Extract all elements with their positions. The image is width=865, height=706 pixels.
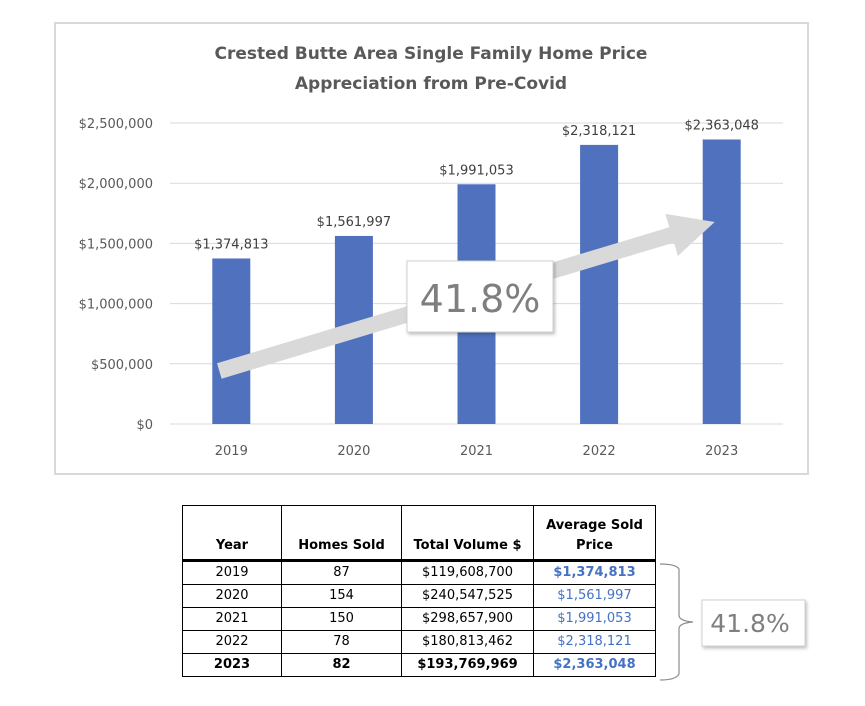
- x-axis-ticks: 2019 2020 2021 2022 2023: [215, 444, 738, 459]
- header-average-sold-price: Average Sold Price: [533, 505, 656, 562]
- header-average-line-1: Average Sold: [546, 518, 643, 533]
- x-tick-label: 2019: [215, 444, 248, 459]
- table-row: 2023 82 $193,769,969 $2,363,048: [182, 653, 656, 677]
- data-label-2022: $2,318,121: [562, 124, 636, 139]
- cell-homes-sold: 154: [281, 584, 402, 608]
- header-total-volume: Total Volume $: [401, 505, 534, 562]
- data-labels: $1,374,813 $1,561,997 $1,991,053 $2,318,121…: [194, 118, 759, 252]
- cell-total-volume: $119,608,700: [401, 560, 534, 585]
- chart-title-line-1: Crested Butte Area Single Family Home Pr…: [215, 44, 648, 64]
- cell-homes-sold: 78: [281, 630, 402, 654]
- chart-callout: 41.8%: [406, 260, 554, 333]
- data-label-2021: $1,991,053: [439, 163, 513, 178]
- x-tick-label: 2021: [460, 444, 493, 459]
- y-tick-label: $1,000,000: [79, 298, 153, 313]
- table-header-row: Year Homes Sold Total Volume $ Average S…: [182, 505, 656, 562]
- cell-year: 2020: [182, 584, 282, 608]
- x-tick-label: 2022: [583, 444, 616, 459]
- cell-avg-price: $1,374,813: [533, 560, 656, 585]
- y-tick-label: $500,000: [91, 358, 153, 373]
- bar-2023: [702, 139, 741, 424]
- table-row: 2022 78 $180,813,462 $2,318,121: [182, 630, 656, 654]
- header-year: Year: [182, 505, 282, 562]
- summary-table: Year Homes Sold Total Volume $ Average S…: [182, 505, 656, 677]
- cell-avg-price: $1,991,053: [533, 607, 656, 631]
- cell-year: 2021: [182, 607, 282, 631]
- cell-total-volume: $240,547,525: [401, 584, 534, 608]
- x-tick-label: 2020: [337, 444, 370, 459]
- data-label-2020: $1,561,997: [317, 215, 391, 230]
- cell-avg-price: $2,363,048: [533, 653, 656, 677]
- cell-total-volume: $193,769,969: [401, 653, 534, 677]
- bar-2022: [580, 144, 619, 424]
- cell-year: 2022: [182, 630, 282, 654]
- header-homes-sold: Homes Sold: [281, 505, 402, 562]
- data-label-2023: $2,363,048: [684, 118, 758, 133]
- cell-homes-sold: 82: [281, 653, 402, 677]
- bar-2019: [212, 258, 251, 424]
- data-label-2019: $1,374,813: [194, 237, 268, 252]
- cell-avg-price: $2,318,121: [533, 630, 656, 654]
- table-row: 2021 150 $298,657,900 $1,991,053: [182, 607, 656, 631]
- chart-callout-label: 41.8%: [420, 277, 541, 321]
- cell-avg-price: $1,561,997: [533, 584, 656, 608]
- y-tick-label: $2,500,000: [79, 117, 153, 132]
- y-axis-ticks: $0 $500,000 $1,000,000 $1,500,000 $2,000,000…: [79, 117, 153, 433]
- chart-callout-box: [406, 260, 554, 333]
- cell-total-volume: $298,657,900: [401, 607, 534, 631]
- x-tick-label: 2023: [705, 444, 738, 459]
- chart-title-line-2: Appreciation from Pre-Covid: [295, 74, 567, 94]
- cell-homes-sold: 150: [281, 607, 402, 631]
- cell-total-volume: $180,813,462: [401, 630, 534, 654]
- y-tick-label: $0: [136, 418, 153, 433]
- header-average-line-2: Price: [576, 538, 613, 553]
- y-tick-label: $2,000,000: [79, 177, 153, 192]
- y-tick-label: $1,500,000: [79, 237, 153, 252]
- table-row: 2020 154 $240,547,525 $1,561,997: [182, 584, 656, 608]
- cell-homes-sold: 87: [281, 560, 402, 585]
- cell-year: 2023: [182, 653, 282, 677]
- cell-year: 2019: [182, 560, 282, 585]
- table-row: 2019 87 $119,608,700 $1,374,813: [182, 560, 656, 585]
